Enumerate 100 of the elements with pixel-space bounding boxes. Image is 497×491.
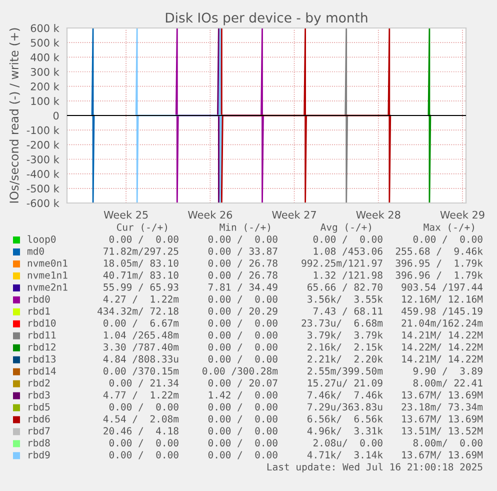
legend-label: rbd0 xyxy=(28,295,50,303)
text: 0.00 / 0.00 xyxy=(208,427,278,436)
text: 15.27u/ 21.09 xyxy=(308,379,382,388)
legend-label: rbd14 xyxy=(28,367,56,375)
text: 21.04m/162.24m xyxy=(402,319,483,328)
chart-title: Disk IOs per device - by month xyxy=(166,12,368,26)
text: 0.00 / 0.00 xyxy=(208,439,278,448)
legend-label: rbd1 xyxy=(28,307,50,315)
legend-label: rbd2 xyxy=(28,379,50,387)
text: 2.55m/399.50m xyxy=(308,367,383,376)
text: 55.99 / 65.93 xyxy=(104,283,178,292)
text: 0.00 / 0.00 xyxy=(208,331,278,340)
text: 40.71m/ 83.10 xyxy=(103,271,178,280)
text: 1.32 /121.98 xyxy=(314,271,382,280)
text: 396.95 / 1.79k xyxy=(396,259,483,268)
legend-label: rbd5 xyxy=(28,403,50,411)
text: 4.77 / 1.22m xyxy=(103,391,179,400)
legend-label: rbd9 xyxy=(28,450,50,458)
text: 0.00 / 20.07 xyxy=(208,379,278,388)
text: 0.00 / 0.00 xyxy=(109,439,178,448)
legend-label: rbd7 xyxy=(28,427,50,435)
text: 1.04 /265.48m xyxy=(104,331,179,340)
legend-label: rbd11 xyxy=(28,331,56,339)
y-tick-label: -500 k xyxy=(26,184,60,193)
text: 3.79k/ 3.79k xyxy=(308,331,383,340)
text: 0.00 / 0.00 xyxy=(109,451,178,460)
text: 4.71k/ 3.14k xyxy=(307,450,383,460)
text: 8.00m/ 22.41 xyxy=(413,379,482,388)
legend-label: rbd3 xyxy=(28,391,50,399)
text: Min (-/+) xyxy=(220,223,270,232)
text: Max (-/+) xyxy=(424,223,474,232)
y-tick-label: 600 k xyxy=(30,24,60,32)
text: 14.21M/ 14.22M xyxy=(402,355,483,364)
text: 0.00 / 0.00 xyxy=(208,355,278,364)
text: 0.00 / 0.00 xyxy=(208,451,278,460)
text: 65.66 / 82.70 xyxy=(308,283,382,292)
text: 4.84 /808.33u xyxy=(103,355,178,364)
y-tick-label: 0 xyxy=(53,112,59,120)
text: 0.00 / 26.78 xyxy=(208,271,278,280)
legend-label: rbd13 xyxy=(28,355,56,363)
text: 1.42 / 0.00 xyxy=(208,391,278,400)
legend-label: loop0 xyxy=(28,235,56,245)
text: 3.56k/ 3.55k xyxy=(308,295,383,304)
legend-label: rbd12 xyxy=(28,343,56,351)
y-tick-label: -300 k xyxy=(26,155,60,164)
legend-label: rbd10 xyxy=(28,319,56,327)
text: 13.51M/ 13.52M xyxy=(402,427,483,436)
text: 13.67M/ 13.69M xyxy=(402,391,483,400)
text: 7.81 / 34.49 xyxy=(208,283,278,292)
text: 0.00 / 0.00 xyxy=(413,235,482,244)
text: 0.00 /300.28m xyxy=(202,367,278,376)
text: 23.73u/ 6.68m xyxy=(302,319,383,328)
text: 0.00 / 0.00 xyxy=(313,235,382,244)
legend-label: nvme2n1 xyxy=(28,283,68,291)
text: 14.22M/ 14.22M xyxy=(402,343,483,352)
text: 255.68 / 9.46k xyxy=(396,247,483,256)
text: 434.32m/ 72.18 xyxy=(98,307,178,316)
text: 0.00 / 21.34 xyxy=(109,379,179,388)
y-tick-label: 100 k xyxy=(31,96,60,106)
text: 18.05m/ 83.10 xyxy=(104,259,178,268)
text: 2.16k/ 2.15k xyxy=(308,343,383,352)
legend-label: md0 xyxy=(28,247,44,255)
text: 4.27 / 1.22m xyxy=(103,295,179,304)
x-tick-label: Week 28 xyxy=(356,210,400,219)
text: 0.00 / 0.00 xyxy=(208,403,278,412)
y-tick-label: 400 k xyxy=(30,53,60,62)
text: 7.29u/363.83u xyxy=(308,403,382,412)
x-tick-label: Week 25 xyxy=(104,210,148,219)
text: 0.00 / 33.87 xyxy=(208,247,278,256)
text: 12.16M/ 12.16M xyxy=(402,295,483,304)
y-tick-label: -100 k xyxy=(26,126,60,134)
text: 8.00m/ 0.00 xyxy=(413,439,482,448)
legend-label: rbd6 xyxy=(28,415,50,423)
text: 0.00 / 0.00 xyxy=(208,295,278,304)
y-tick-label: -400 k xyxy=(26,170,60,178)
x-tick-label: Week 26 xyxy=(188,210,232,219)
text: 0.00 / 26.78 xyxy=(208,259,278,268)
text: 2.21k/ 2.20k xyxy=(308,355,383,364)
legend-label: nvme0n1 xyxy=(28,259,68,267)
text: 459.98 /145.19 xyxy=(402,307,482,316)
text: 0.00 / 0.00 xyxy=(109,403,178,412)
text: 396.96 / 1.79k xyxy=(396,271,483,280)
text: 0.00 / 0.00 xyxy=(208,235,278,244)
x-tick-label: Week 29 xyxy=(440,210,484,219)
text: 71.82m/297.25 xyxy=(104,247,178,256)
y-tick-label: 300 k xyxy=(30,68,60,76)
text: 23.18m/ 73.34m xyxy=(402,403,483,412)
text: 6.56k/ 6.56k xyxy=(308,415,383,424)
text: 0.00 / 0.00 xyxy=(208,343,278,352)
text: 903.54 /197.44 xyxy=(402,283,483,292)
text: Cur (-/+) xyxy=(116,223,167,232)
text: Last update: Wed Jul 16 21:00:18 2025 xyxy=(267,462,482,472)
text: 0.00 / 0.00 xyxy=(208,319,278,328)
text: 3.30 /787.40m xyxy=(104,343,179,352)
text: 0.00 / 6.67m xyxy=(104,319,179,328)
text: 4.54 / 2.08m xyxy=(103,415,179,424)
text: 0.00 / 20.29 xyxy=(208,307,278,316)
y-tick-label: 200 k xyxy=(30,82,60,90)
text: Avg (-/+) xyxy=(320,223,371,233)
text: 14.21M/ 14.22M xyxy=(402,331,483,340)
